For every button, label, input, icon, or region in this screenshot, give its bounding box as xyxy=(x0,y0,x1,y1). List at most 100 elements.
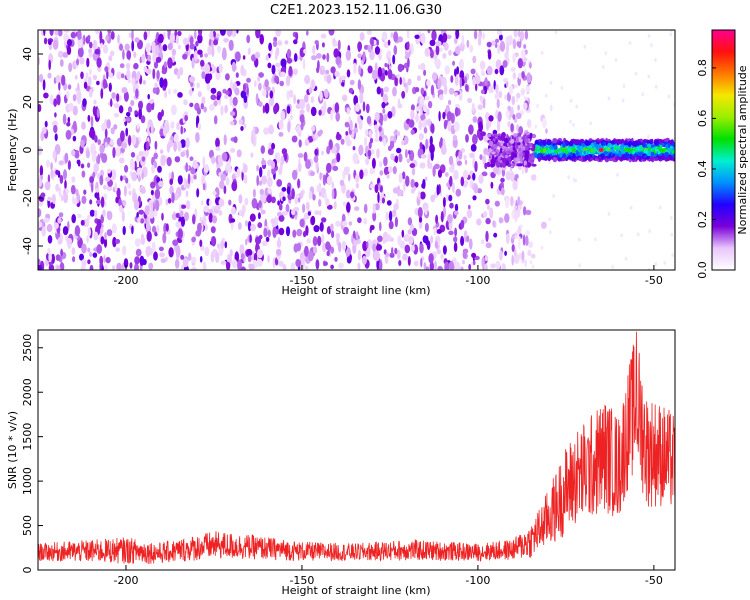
heatmap-cell xyxy=(256,165,259,172)
heatmap-cell xyxy=(231,259,238,269)
heatmap-cell xyxy=(454,210,459,216)
heatmap-cell xyxy=(104,141,108,148)
heatmap-cell xyxy=(548,155,552,161)
heatmap-cell xyxy=(242,55,246,60)
heatmap-cell xyxy=(333,48,340,58)
heatmap-cell xyxy=(231,61,237,72)
heatmap-cell xyxy=(455,188,462,197)
heatmap-cell xyxy=(154,140,158,150)
heatmap-cell xyxy=(512,72,516,80)
heatmap-cell xyxy=(485,230,489,242)
heatmap-cell xyxy=(458,150,463,160)
heatmap-cell xyxy=(322,174,326,186)
heatmap-cell xyxy=(524,144,530,151)
heatmap-cell xyxy=(236,168,240,174)
heatmap-cell xyxy=(447,121,452,132)
heatmap-cell xyxy=(138,100,143,110)
heatmap-cell xyxy=(84,218,90,227)
heatmap-cell xyxy=(470,68,476,75)
heatmap-cell xyxy=(54,112,57,118)
heatmap-cell xyxy=(472,116,478,123)
heatmap-cell xyxy=(124,43,130,51)
heatmap-cell xyxy=(330,66,336,74)
heatmap-cell xyxy=(121,87,128,94)
heatmap-cell xyxy=(554,148,558,153)
heatmap-cell xyxy=(326,226,332,235)
heatmap-cell xyxy=(321,42,325,48)
heatmap-cell xyxy=(307,136,314,143)
heatmap-cell xyxy=(359,32,365,41)
heatmap-cell xyxy=(472,55,477,64)
heatmap-cell xyxy=(249,234,252,243)
heatmap-cell xyxy=(479,154,483,161)
heatmap-cell xyxy=(352,230,356,239)
heatmap-cell xyxy=(307,251,314,262)
heatmap-cell xyxy=(331,230,335,238)
heatmap-cell xyxy=(224,94,229,100)
heatmap-cell xyxy=(150,181,156,189)
heatmap-cell xyxy=(578,237,581,242)
heatmap-cell xyxy=(383,113,388,122)
heatmap-cell xyxy=(427,30,431,34)
heatmap-cell xyxy=(38,104,42,112)
heatmap-cell xyxy=(71,247,76,255)
heatmap-cell xyxy=(303,151,308,162)
heatmap-cell xyxy=(127,182,131,189)
heatmap-cell xyxy=(260,145,265,154)
heatmap-cell xyxy=(396,249,401,260)
heatmap-cell xyxy=(383,137,387,147)
heatmap-cell xyxy=(110,127,115,135)
heatmap-cell xyxy=(72,120,77,133)
heatmap-cell xyxy=(403,180,406,192)
heatmap-cell xyxy=(58,212,64,218)
heatmap-cell xyxy=(392,187,399,194)
heatmap-cell xyxy=(124,164,129,173)
heatmap-cell xyxy=(215,137,220,148)
heatmap-cell xyxy=(362,255,367,265)
heatmap-cell xyxy=(468,124,474,135)
heatmap-cell xyxy=(85,149,90,159)
heatmap-cell xyxy=(648,229,651,233)
heatmap-cell xyxy=(38,73,44,83)
heatmap-cell xyxy=(376,86,381,95)
heatmap-cell xyxy=(487,50,492,60)
heatmap-cell xyxy=(552,138,558,144)
heatmap-cell xyxy=(99,144,105,154)
heatmap-cell xyxy=(320,33,327,39)
heatmap-cell xyxy=(493,166,500,174)
heatmap-cell xyxy=(88,52,93,58)
heatmap-cell xyxy=(89,41,93,49)
heatmap-cell xyxy=(239,244,245,255)
heatmap-cell xyxy=(349,119,353,131)
heatmap-cell xyxy=(448,99,452,106)
heatmap-cell xyxy=(437,78,442,89)
heatmap-cell xyxy=(518,238,521,250)
heatmap-cell xyxy=(571,153,576,159)
heatmap-cell xyxy=(497,44,501,54)
heatmap-cell xyxy=(447,214,453,224)
heatmap-cell xyxy=(490,181,494,189)
heatmap-cell xyxy=(280,155,285,166)
heatmap-cell xyxy=(204,53,209,58)
heatmap-cell xyxy=(92,252,98,258)
heatmap-cell xyxy=(59,262,65,270)
heatmap-cell xyxy=(75,188,79,196)
x-tick-label: -100 xyxy=(465,574,490,587)
heatmap-cell xyxy=(306,30,309,36)
heatmap-cell xyxy=(603,151,609,155)
heatmap-cell xyxy=(66,122,71,127)
heatmap-cell xyxy=(526,72,532,84)
heatmap-cell xyxy=(255,30,261,39)
heatmap-cell xyxy=(442,77,447,88)
heatmap-cell xyxy=(418,64,422,70)
heatmap-cell xyxy=(435,44,440,56)
heatmap-cell xyxy=(243,123,247,129)
heatmap-cell xyxy=(542,117,547,129)
heatmap-cell xyxy=(230,79,233,90)
heatmap-cell xyxy=(256,175,260,187)
heatmap-cell xyxy=(278,203,283,211)
y-tick-label: 1500 xyxy=(21,423,34,451)
heatmap-cell xyxy=(341,82,345,87)
heatmap-cell xyxy=(567,175,570,180)
heatmap-cell xyxy=(42,79,46,91)
